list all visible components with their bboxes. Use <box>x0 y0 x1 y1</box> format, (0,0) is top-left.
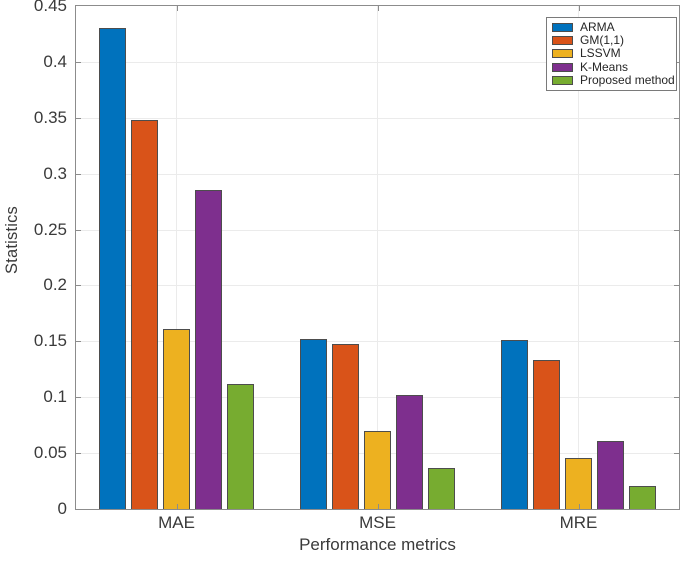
y-tick-left <box>76 453 81 455</box>
x-gridline <box>578 6 579 509</box>
bar-mse-3 <box>396 395 423 509</box>
y-tick-label: 0.25 <box>33 219 67 239</box>
bar-mre-0 <box>501 340 528 509</box>
y-tick-right <box>674 453 679 455</box>
legend-item-3: K-Means <box>547 59 676 74</box>
x-tick-bottom <box>377 504 379 509</box>
legend-item-4: Proposed method <box>547 72 676 87</box>
y-tick-left <box>76 397 81 399</box>
x-tick-top <box>176 6 178 11</box>
bar-mae-0 <box>99 28 126 509</box>
plot-area: ARMA GM(1,1) LSSVM K-Means Proposed method <box>75 5 680 510</box>
legend-swatch-3 <box>552 62 573 72</box>
bar-mse-0 <box>300 339 327 509</box>
x-tick-top <box>578 6 580 11</box>
legend-swatch-4 <box>552 75 573 85</box>
bar-mae-1 <box>131 120 158 509</box>
legend: ARMA GM(1,1) LSSVM K-Means Proposed method <box>546 17 677 91</box>
x-axis-label: Performance metrics <box>299 535 456 554</box>
legend-swatch-0 <box>552 23 573 33</box>
y-tick-label: 0.15 <box>33 331 67 351</box>
legend-item-1: GM(1,1) <box>547 34 676 47</box>
y-tick-label: 0.2 <box>43 275 67 295</box>
y-tick-left <box>76 285 81 287</box>
y-tick-label: 0.1 <box>43 387 67 407</box>
bar-mre-3 <box>597 440 624 509</box>
y-tick-label: 0.4 <box>43 51 67 71</box>
y-tick-left <box>76 117 81 119</box>
bar-mae-4 <box>227 383 254 509</box>
bar-mse-1 <box>332 343 359 509</box>
legend-label-4: Proposed method <box>580 72 675 87</box>
y-tick-label: 0.45 <box>33 0 67 15</box>
bar-mre-2 <box>565 457 592 509</box>
bar-mre-1 <box>533 360 560 509</box>
y-tick-left <box>76 229 81 231</box>
legend-swatch-2 <box>552 49 573 59</box>
bar-mae-3 <box>195 190 222 509</box>
legend-label-1: GM(1,1) <box>580 33 625 48</box>
y-tick-right <box>674 285 679 287</box>
x-tick-label-mae: MAE <box>158 513 195 532</box>
legend-swatch-1 <box>552 36 573 46</box>
y-axis-label: Statistics <box>3 206 21 275</box>
bars-layer <box>76 6 679 509</box>
y-tick-label: 0.3 <box>43 163 67 183</box>
bar-mre-4 <box>629 485 656 509</box>
y-tick-label: 0.35 <box>33 107 67 127</box>
legend-item-2: LSSVM <box>547 47 676 60</box>
x-gridline <box>176 6 177 509</box>
x-tick-top <box>377 6 379 11</box>
x-tick-label-mre: MRE <box>559 513 598 532</box>
y-tick-right <box>674 397 679 399</box>
x-gridline <box>377 6 378 509</box>
bar-mae-2 <box>163 329 190 509</box>
y-tick-left <box>76 341 81 343</box>
legend-label-2: LSSVM <box>580 46 621 61</box>
y-tick-right <box>674 341 679 343</box>
y-tick-label: 0.05 <box>33 443 67 463</box>
y-tick-left <box>76 173 81 175</box>
y-tick-label: 0 <box>57 499 67 518</box>
bar-mse-2 <box>364 430 391 509</box>
legend-label-3: K-Means <box>580 59 629 74</box>
y-tick-right <box>674 173 679 175</box>
y-tick-right <box>674 229 679 231</box>
x-tick-bottom <box>578 504 580 509</box>
bar-mse-4 <box>428 467 455 509</box>
x-tick-label-mse: MSE <box>359 513 396 532</box>
ticks-layer <box>76 6 679 509</box>
x-tick-bottom <box>176 504 178 509</box>
legend-label-0: ARMA <box>580 20 615 35</box>
y-tick-left <box>76 61 81 63</box>
y-tick-right <box>674 117 679 119</box>
legend-item-0: ARMA <box>547 21 676 34</box>
